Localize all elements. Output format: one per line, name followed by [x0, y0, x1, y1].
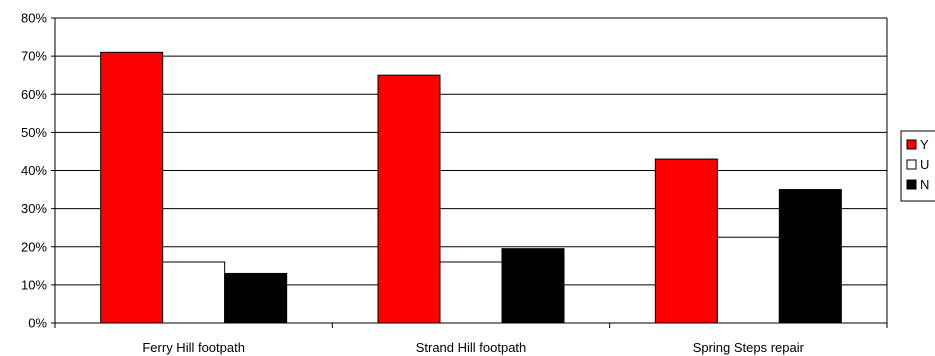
x-tick-labels: Ferry Hill footpath Strand Hill footpath S…	[142, 340, 804, 355]
legend-swatch-y	[906, 139, 917, 150]
y-tick-label: 10%	[21, 277, 47, 292]
y-tick-label: 70%	[21, 49, 47, 64]
gridlines	[55, 17, 887, 286]
y-tick-label: 0%	[28, 316, 47, 331]
legend-box	[900, 130, 935, 202]
bar-n-1	[224, 272, 288, 324]
legend-label-y: Y	[920, 137, 929, 152]
bar-n-2	[501, 248, 565, 324]
y-tick-label: 30%	[21, 201, 47, 216]
legend-swatch-u	[906, 159, 917, 170]
bar-y-3	[654, 158, 718, 324]
bar-n-3	[778, 189, 842, 324]
y-tick-labels: 0% 10% 20% 30% 40% 50% 60% 70% 80%	[21, 11, 47, 331]
bar-u-1	[162, 261, 226, 324]
bar-u-2	[439, 261, 503, 324]
bar-u-3	[716, 236, 780, 324]
legend-swatch-n	[906, 179, 917, 190]
x-tick-label: Spring Steps repair	[693, 340, 805, 355]
y-tick-label: 80%	[21, 11, 47, 26]
y-tick-label: 50%	[21, 125, 47, 140]
legend-label-u: U	[920, 157, 929, 172]
y-tick-label: 20%	[21, 239, 47, 254]
y-tick-label: 40%	[21, 163, 47, 178]
axes	[51, 17, 888, 328]
legend: YUN	[900, 130, 935, 202]
bar-y-2	[377, 74, 441, 324]
x-tick-label: Strand Hill footpath	[416, 340, 527, 355]
x-tick-label: Ferry Hill footpath	[142, 340, 245, 355]
bar-y-1	[100, 51, 164, 324]
bars	[100, 51, 842, 324]
y-tick-label: 60%	[21, 87, 47, 102]
legend-label-n: N	[920, 177, 929, 192]
